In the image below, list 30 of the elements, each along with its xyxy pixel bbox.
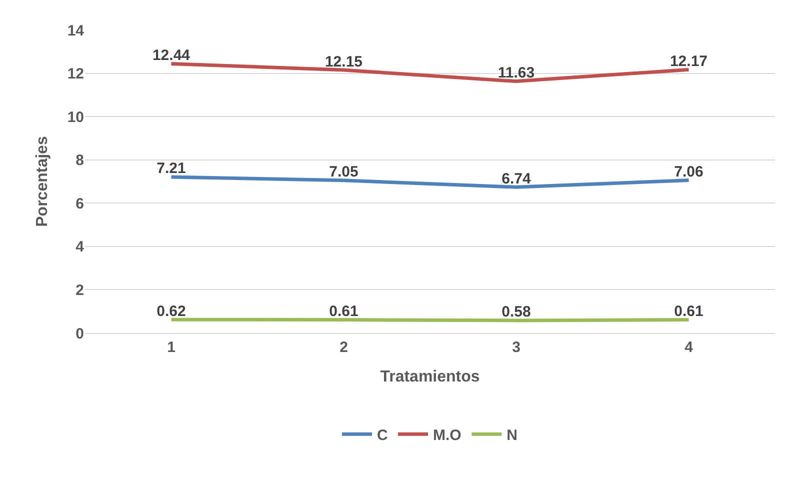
y-tick-label: 4 — [76, 238, 85, 256]
data-label: 6.74 — [502, 170, 532, 188]
y-tick-label: 8 — [76, 152, 84, 170]
data-label: 7.21 — [156, 160, 186, 178]
x-axis-title: Tratamientos — [380, 368, 480, 386]
y-tick-label: 2 — [76, 282, 84, 299]
x-tick-label: 2 — [340, 339, 348, 356]
y-axis-title: Porcentajes — [34, 136, 52, 227]
x-tick-label: 1 — [167, 339, 176, 356]
data-label: 0.58 — [502, 304, 531, 321]
legend-label: C — [377, 426, 388, 444]
data-label: 12.17 — [670, 52, 708, 70]
y-tick-label: 14 — [67, 22, 85, 40]
data-label: 12.44 — [152, 47, 191, 64]
y-tick-label: 12 — [67, 66, 84, 83]
x-tick-label: 4 — [684, 339, 694, 356]
y-tick-label: 10 — [67, 108, 84, 126]
data-label: 0.62 — [156, 302, 186, 320]
data-label: 7.05 — [329, 164, 358, 181]
data-label: 12.15 — [324, 53, 363, 70]
y-tick-label: 6 — [76, 195, 84, 212]
data-label: 0.61 — [329, 303, 358, 320]
line-series — [170, 175, 690, 189]
data-label: 11.63 — [498, 64, 535, 82]
data-label: 0.61 — [674, 303, 704, 320]
x-tick-label: 3 — [512, 339, 520, 356]
data-label: 7.06 — [674, 163, 704, 180]
legend-label: M.O — [433, 426, 462, 444]
legend-label: N — [506, 426, 518, 444]
y-tick-label: 0 — [76, 325, 84, 342]
